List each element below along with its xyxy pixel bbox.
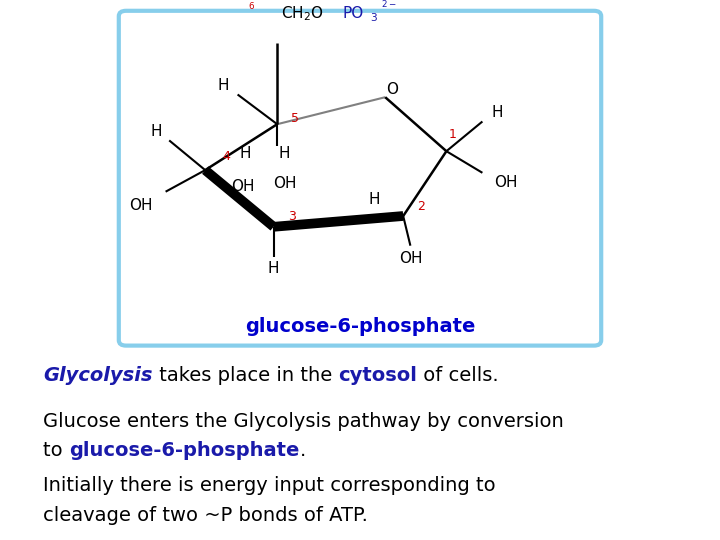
Text: Glucose enters the Glycolysis pathway by conversion: Glucose enters the Glycolysis pathway by… [43,411,564,430]
Text: cytosol: cytosol [338,366,417,384]
Text: O: O [387,82,398,97]
Text: glucose-6-phosphate: glucose-6-phosphate [69,441,300,460]
Text: cleavage of two ~P bonds of ATP.: cleavage of two ~P bonds of ATP. [43,506,368,525]
Text: OH: OH [129,198,152,213]
Text: $^{2-}$: $^{2-}$ [381,0,397,13]
Text: to: to [43,441,69,460]
Text: Glycolysis: Glycolysis [43,366,153,384]
Text: 5: 5 [291,112,300,125]
Text: H: H [279,146,290,161]
Text: OH: OH [231,179,254,194]
Text: 3: 3 [288,210,295,222]
Text: 4: 4 [223,150,230,163]
Text: $^6$: $^6$ [248,3,256,16]
Text: H: H [491,105,503,120]
Text: Initially there is energy input corresponding to: Initially there is energy input correspo… [43,476,496,495]
Text: H: H [268,261,279,276]
Text: OH: OH [273,176,296,191]
Text: OH: OH [399,251,422,266]
Text: .: . [300,441,306,460]
Text: 2: 2 [418,200,425,213]
Text: of cells.: of cells. [417,366,499,384]
Text: 1: 1 [449,129,456,141]
Text: H: H [239,146,251,161]
Text: CH$_2$O: CH$_2$O [281,4,324,23]
FancyBboxPatch shape [119,11,601,346]
Text: $_3$: $_3$ [370,9,379,24]
Text: PO: PO [342,6,364,21]
Text: OH: OH [494,175,517,190]
Text: takes place in the: takes place in the [153,366,338,384]
Text: glucose-6-phosphate: glucose-6-phosphate [245,317,475,336]
Text: H: H [217,78,229,93]
Text: H: H [369,192,380,207]
Text: H: H [150,124,162,139]
